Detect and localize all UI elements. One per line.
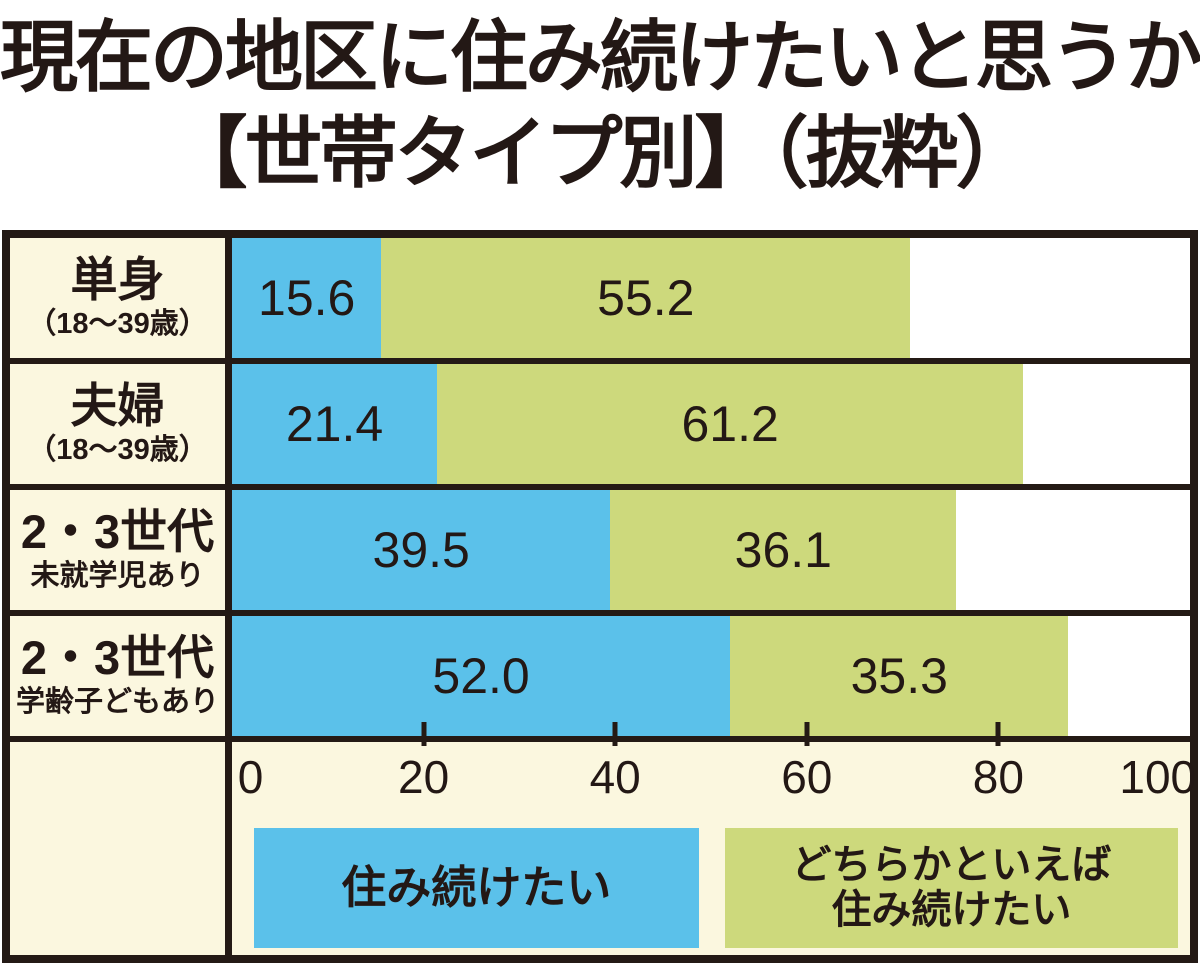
category-label-single: 単身 （18～39歳） xyxy=(10,238,232,358)
bar-track: 39.5 36.1 xyxy=(232,490,1190,610)
axis-tick-label: 60 xyxy=(781,751,833,803)
bar-segment-rather-stay: 61.2 xyxy=(437,364,1024,484)
bar-segment-rather-stay: 36.1 xyxy=(610,490,957,610)
legend-item-rather-stay: どちらかといえば 住み続けたい xyxy=(725,828,1178,948)
category-sub-label: （18～39歳） xyxy=(27,433,208,466)
legend-item-stay: 住み続けたい xyxy=(254,828,699,948)
bar-segment-rather-stay: 55.2 xyxy=(381,238,911,358)
axis-area: 0 20 40 60 80 100 住み続けたい どちらかといえば 住み続けたい xyxy=(232,722,1196,955)
bar-value-label: 36.1 xyxy=(734,522,832,578)
category-main-label: 単身 xyxy=(70,252,165,306)
bar-segment-stay: 21.4 xyxy=(232,364,437,484)
category-sub-label: 学齢子どもあり xyxy=(15,685,219,718)
bar-segment-stay: 15.6 xyxy=(232,238,382,358)
table-row: 2・3世代 学齢子どもあり 52.0 35.3 xyxy=(10,616,1190,742)
axis-tick-label: 100 xyxy=(1119,751,1197,803)
bar-value-label: 21.4 xyxy=(285,396,384,452)
category-label-multigen-preschool: 2・3世代 未就学児あり xyxy=(10,490,232,610)
axis-tick-mark xyxy=(421,722,427,746)
category-sub-label: 未就学児あり xyxy=(30,559,205,592)
bar-track: 52.0 35.3 xyxy=(232,616,1190,736)
axis-legend-row: 0 20 40 60 80 100 住み続けたい どちらかといえば 住み続けたい xyxy=(10,722,1196,955)
bar-value-label: 35.3 xyxy=(850,648,948,704)
bar-track: 15.6 55.2 xyxy=(232,238,1190,358)
axis-tick-mark xyxy=(804,722,810,746)
legend-label: 住み続けたい xyxy=(341,861,612,913)
bar-value-label: 61.2 xyxy=(681,396,779,452)
axis-tick-label: 20 xyxy=(398,751,450,803)
bar-track: 21.4 61.2 xyxy=(232,364,1190,484)
chart-title: 現在の地区に住み続けたいと思うか 【世帯タイプ別】（抜粋） xyxy=(0,4,1200,192)
axis-tick-mark xyxy=(995,722,1001,746)
bar-value-label: 39.5 xyxy=(372,522,470,578)
category-main-label: 2・3世代 xyxy=(20,504,215,558)
chart-title-line2: 【世帯タイプ別】（抜粋） xyxy=(169,109,1033,197)
category-main-label: 夫婦 xyxy=(70,378,165,432)
chart-title-line1: 現在の地区に住み続けたいと思うか xyxy=(0,13,1200,101)
category-label-couple: 夫婦 （18～39歳） xyxy=(10,364,232,484)
bar-value-label: 15.6 xyxy=(258,270,356,326)
table-row: 単身 （18～39歳） 15.6 55.2 xyxy=(10,238,1190,364)
axis-tick-label: 40 xyxy=(589,751,641,803)
axis-tick-label: 0 xyxy=(237,751,264,803)
axis-tick-mark xyxy=(612,722,618,746)
category-label-multigen-schoolage: 2・3世代 学齢子どもあり xyxy=(10,616,232,736)
legend-label-line2: 住み続けたい xyxy=(831,888,1072,932)
table-row: 夫婦 （18～39歳） 21.4 61.2 xyxy=(10,364,1190,490)
bar-segment-stay: 39.5 xyxy=(232,490,611,610)
bar-value-label: 55.2 xyxy=(597,270,695,326)
category-sub-label: （18～39歳） xyxy=(27,307,208,340)
bar-value-label: 52.0 xyxy=(432,648,530,704)
table-row: 2・3世代 未就学児あり 39.5 36.1 xyxy=(10,490,1190,616)
legend-label-line1: どちらかといえば xyxy=(791,843,1112,888)
empty-corner-cell xyxy=(10,742,232,955)
category-main-label: 2・3世代 xyxy=(20,630,215,684)
chart-table: 単身 （18～39歳） 15.6 55.2 夫婦 （18～39歳） 21.4 6… xyxy=(2,230,1198,963)
bar-segment-rather-stay: 35.3 xyxy=(730,616,1069,736)
bar-segment-stay: 52.0 xyxy=(232,616,731,736)
axis-tick-label: 80 xyxy=(972,751,1024,803)
